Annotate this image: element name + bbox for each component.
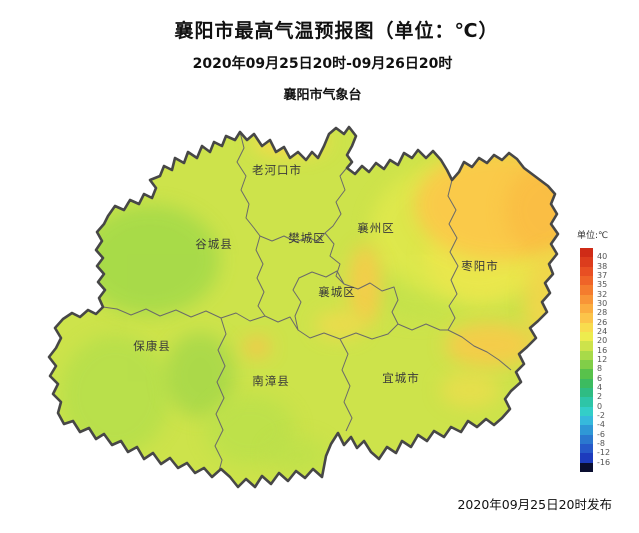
legend-tick-label: -4 bbox=[597, 420, 605, 430]
legend-tick-label: 6 bbox=[597, 373, 603, 383]
legend-color-segment bbox=[580, 313, 593, 323]
forecast-date-range: 2020年09月25日20时-09月26日20时 bbox=[192, 56, 453, 72]
legend-color-segment bbox=[580, 369, 593, 379]
legend-color-segment bbox=[580, 303, 593, 314]
legend-color-segment bbox=[580, 248, 593, 258]
legend-tick-labels: 40 38 37 35 32 30 28 26 24 20 16 12 8 6 4 2 0 -2 -4 -6 -8 -12… bbox=[597, 248, 627, 472]
legend-color-segment bbox=[580, 285, 593, 295]
legend-tick-label: 37 bbox=[597, 271, 608, 280]
legend-color-segment bbox=[580, 257, 593, 267]
legend-color-segment bbox=[580, 443, 593, 454]
legend-color-segment bbox=[580, 322, 593, 332]
legend-color-segment bbox=[580, 378, 593, 388]
legend-tick-label: 32 bbox=[597, 289, 608, 299]
district-boundaries bbox=[102, 131, 512, 472]
legend-color-segment bbox=[580, 397, 593, 407]
issuing-agency: 襄阳市气象台 bbox=[283, 88, 362, 103]
legend-color-segment bbox=[580, 359, 593, 370]
district-label: 谷城县 bbox=[195, 237, 233, 251]
legend-color-segment bbox=[580, 350, 593, 360]
legend-tick-label: 8 bbox=[597, 364, 603, 374]
legend-tick-label: -16 bbox=[597, 457, 611, 467]
legend-tick-label: 26 bbox=[597, 317, 608, 327]
legend-tick-label: 30 bbox=[597, 299, 608, 308]
district-label: 襄城区 bbox=[318, 285, 356, 299]
district-label: 南漳县 bbox=[252, 374, 290, 388]
legend-tick-label: 35 bbox=[597, 280, 608, 290]
district-label: 老河口市 bbox=[252, 163, 302, 177]
legend-tick-label: 28 bbox=[597, 308, 608, 318]
legend-tick-label: 2 bbox=[597, 392, 603, 402]
legend-tick-label: -12 bbox=[597, 448, 611, 458]
temperature-legend: 单位:℃ 40 38 37 35 32 30 28 26 24 20 16 12 8 6 4 2 0 -2 -4 -6… bbox=[575, 228, 637, 478]
legend-tick-label: 38 bbox=[597, 261, 608, 271]
legend-tick-label: 0 bbox=[597, 401, 603, 411]
legend-tick-label: -6 bbox=[597, 429, 605, 439]
legend-tick-label: -8 bbox=[597, 439, 605, 448]
legend-tick-label: 20 bbox=[597, 336, 608, 346]
legend-color-segment bbox=[580, 331, 593, 342]
legend-color-segment bbox=[580, 453, 593, 463]
legend-color-segment bbox=[580, 462, 593, 472]
legend-tick-label: 24 bbox=[597, 327, 608, 336]
legend-color-segment bbox=[580, 275, 593, 286]
district-label: 保康县 bbox=[133, 339, 171, 353]
legend-color-segment bbox=[580, 294, 593, 304]
legend-tick-label: 4 bbox=[597, 383, 603, 392]
city-outer-boundary bbox=[47, 125, 560, 489]
legend-tick-label: -2 bbox=[597, 411, 605, 420]
district-label: 宜城市 bbox=[382, 371, 420, 385]
legend-color-segment bbox=[580, 406, 593, 416]
page-title: 襄阳市最高气温预报图（单位：℃） bbox=[174, 20, 499, 42]
district-label: 枣阳市 bbox=[461, 259, 499, 273]
legend-color-segment bbox=[580, 266, 593, 276]
legend-color-bar bbox=[580, 248, 593, 472]
legend-tick-label: 16 bbox=[597, 345, 608, 355]
legend-color-segment bbox=[580, 425, 593, 435]
legend-color-segment bbox=[580, 341, 593, 351]
district-label: 樊城区 bbox=[288, 231, 326, 245]
issue-timestamp: 2020年09月25日20时发布 bbox=[457, 497, 612, 512]
district-label: 襄州区 bbox=[357, 221, 395, 235]
legend-color-segment bbox=[580, 387, 593, 398]
legend-color-segment bbox=[580, 434, 593, 444]
legend-tick-label: 40 bbox=[597, 252, 608, 262]
legend-color-segment bbox=[580, 415, 593, 426]
legend-tick-label: 12 bbox=[597, 355, 608, 364]
legend-unit-label: 单位:℃ bbox=[577, 231, 609, 241]
